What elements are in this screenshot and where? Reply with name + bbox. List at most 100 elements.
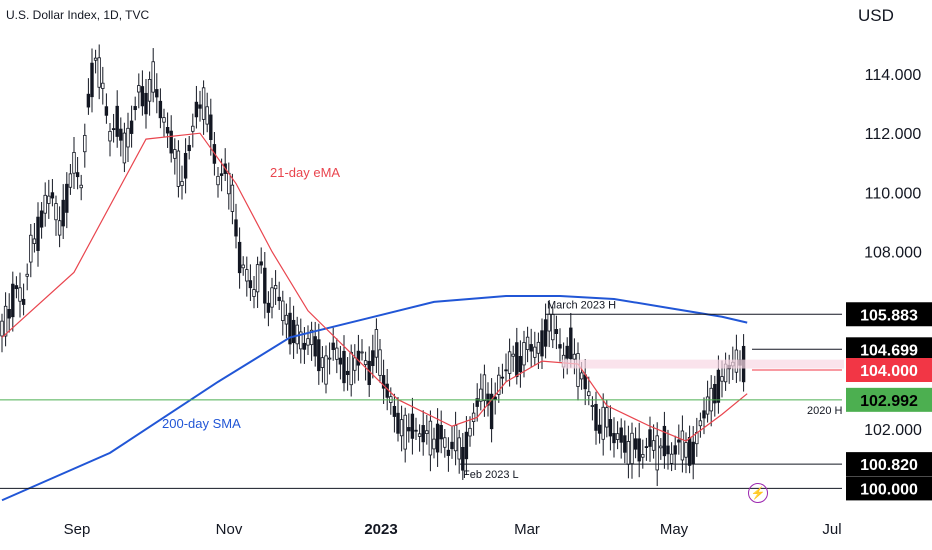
candle-body xyxy=(623,435,627,453)
candle-body xyxy=(713,384,717,404)
candle-body xyxy=(569,327,573,360)
candle-body xyxy=(687,437,692,466)
indicator-lines-layer: 21-day eMA 200-day SMA xyxy=(1,132,748,502)
candle-body xyxy=(18,287,22,302)
candle-body xyxy=(702,410,706,419)
candle-body xyxy=(140,86,145,107)
candle-body xyxy=(371,350,375,367)
candle-body xyxy=(471,412,476,423)
candle-body xyxy=(104,106,109,116)
candle-body xyxy=(450,441,454,450)
candle-body xyxy=(615,433,620,440)
ema-label: 21-day eMA xyxy=(270,165,340,180)
candle-body xyxy=(659,445,663,449)
y-tick-label: 112.000 xyxy=(865,126,922,143)
candle-body xyxy=(79,184,83,189)
candle-body xyxy=(385,383,389,398)
candle-body xyxy=(504,369,508,372)
candle-body xyxy=(605,407,609,428)
candle-body xyxy=(11,283,15,318)
lightning-icon[interactable]: ⚡ xyxy=(748,483,768,503)
candle-body xyxy=(597,424,602,434)
candle-body xyxy=(446,449,451,456)
y-tick-label: 102.000 xyxy=(864,422,922,439)
candle-body xyxy=(129,120,134,134)
candle-body xyxy=(245,269,249,282)
candle-body xyxy=(111,128,116,131)
candle-body xyxy=(511,353,515,357)
candle-body xyxy=(266,302,271,313)
price-badge-label: 100.820 xyxy=(860,457,918,474)
candle-body xyxy=(396,412,400,434)
candle-body xyxy=(151,61,155,93)
candle-body xyxy=(270,287,274,308)
price-badge xyxy=(846,452,932,477)
candle-body xyxy=(655,435,659,471)
candle-body xyxy=(61,199,65,227)
x-tick-label: 2023 xyxy=(364,521,397,538)
highlight-zone xyxy=(562,359,844,369)
y-tick-label: 114.000 xyxy=(865,67,922,84)
candle-body xyxy=(191,125,195,132)
candle-body xyxy=(72,152,76,174)
candle-body xyxy=(302,342,307,350)
candle-body xyxy=(194,101,199,118)
candle-body xyxy=(342,350,346,384)
candle-body xyxy=(309,329,314,346)
candle-body xyxy=(684,442,688,458)
candle-body xyxy=(392,405,397,417)
candle-body xyxy=(241,264,245,269)
candle-body xyxy=(554,329,559,334)
candle-body xyxy=(97,57,101,88)
candle-body xyxy=(93,57,98,61)
candle-body xyxy=(122,132,127,164)
price-badge xyxy=(846,476,932,501)
candle-body xyxy=(543,319,548,347)
candle-body xyxy=(425,430,429,434)
candle-body xyxy=(587,391,591,396)
candle-body xyxy=(374,329,379,358)
candle-body xyxy=(227,172,231,195)
candle-body xyxy=(288,312,292,345)
candle-body xyxy=(669,453,674,464)
candle-body xyxy=(158,100,163,119)
candle-body xyxy=(666,445,670,455)
candle-body xyxy=(108,130,112,142)
candle-body xyxy=(547,313,551,332)
candle-body xyxy=(230,184,235,212)
candle-body xyxy=(216,175,220,186)
candle-body xyxy=(39,210,44,228)
candle-body xyxy=(363,360,368,365)
candle-body xyxy=(277,296,281,302)
candle-body xyxy=(137,85,141,93)
candle-body xyxy=(399,419,404,437)
candle-body xyxy=(461,447,465,471)
candle-body xyxy=(173,149,177,159)
candle-body xyxy=(644,446,649,448)
candle-body xyxy=(21,298,26,305)
price-badge xyxy=(846,337,932,362)
candle-body xyxy=(14,285,19,290)
candle-body xyxy=(68,173,73,188)
candles-layer xyxy=(0,44,746,486)
candle-body xyxy=(407,427,411,432)
x-tick-label: Mar xyxy=(514,521,540,538)
candle-body xyxy=(489,393,494,430)
candle-body xyxy=(648,429,652,447)
candle-body xyxy=(0,320,4,337)
candle-body xyxy=(378,349,382,376)
candle-body xyxy=(54,203,58,221)
candle-body xyxy=(209,114,213,141)
candle-body xyxy=(252,289,256,297)
candle-body xyxy=(590,405,595,407)
x-tick-label: Sep xyxy=(64,521,91,538)
candle-body xyxy=(673,445,677,455)
price-axis[interactable]: 114.000 112.000 110.000 108.000 102.000 xyxy=(864,67,922,439)
candle-body xyxy=(453,425,458,452)
time-axis[interactable]: Sep Nov 2023 Mar May Jul xyxy=(64,521,842,538)
candle-body xyxy=(36,216,40,251)
candle-body xyxy=(284,314,289,325)
candle-body xyxy=(133,106,137,111)
candle-body xyxy=(248,280,253,289)
